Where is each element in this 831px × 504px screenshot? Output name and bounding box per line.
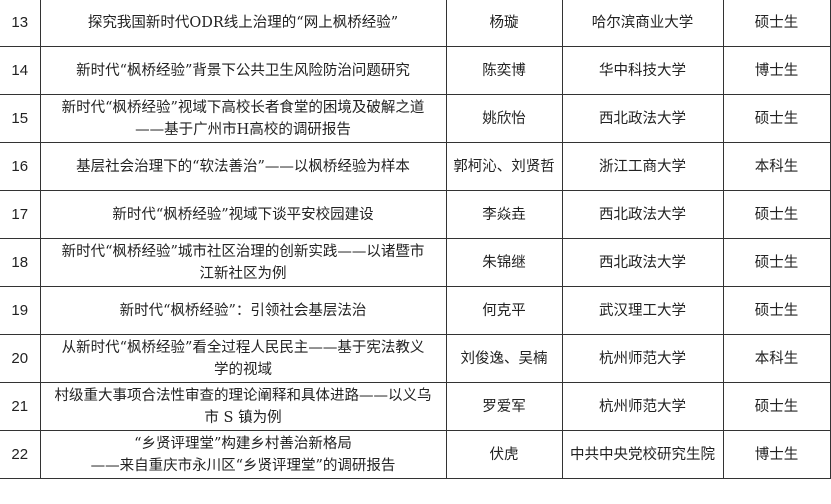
table-row: 20 从新时代“枫桥经验”看全过程人民民主——基于宪法教义 学的视域 刘俊逸、吴楠 杭州…: [0, 334, 831, 383]
row-number: 16: [0, 142, 41, 191]
school-name: 华中科技大学: [561, 46, 724, 95]
degree-level: 硕士生: [722, 238, 831, 287]
paper-title-line: 从新时代“枫桥经验”看全过程人民民主——基于宪法教义: [61, 339, 425, 356]
paper-title: 从新时代“枫桥经验”看全过程人民民主——基于宪法教义 学的视域: [39, 334, 447, 383]
author-name: 陈奕博: [445, 46, 563, 95]
paper-title-line: 新时代“枫桥经验”视域下高校长者食堂的困境及破解之道: [61, 99, 425, 116]
author-name: 伏虎: [445, 430, 563, 479]
degree-level: 硕士生: [722, 382, 831, 431]
school-name: 武汉理工大学: [561, 286, 724, 335]
school-name: 中共中央党校研究生院: [561, 430, 724, 479]
row-number: 14: [0, 46, 41, 95]
paper-title: 新时代“枫桥经验”视域下高校长者食堂的困境及破解之道 ——基于广州市H高校的调研报…: [39, 94, 447, 143]
paper-title: 探究我国新时代ODR线上治理的“网上枫桥经验”: [39, 0, 447, 47]
table-row: 17 新时代“枫桥经验”视域下谈平安校园建设 李焱垚 西北政法大学 硕士生: [0, 190, 831, 239]
paper-title-line: 新时代“枫桥经验”：引领社会基层法治: [119, 302, 367, 319]
paper-title-line: 新时代“枫桥经验”背景下公共卫生风险防治问题研究: [76, 62, 410, 79]
table-row: 13 探究我国新时代ODR线上治理的“网上枫桥经验” 杨璇 哈尔滨商业大学 硕士生: [0, 0, 831, 47]
paper-title-line: 新时代“枫桥经验”视域下谈平安校园建设: [112, 206, 374, 223]
table-row: 14 新时代“枫桥经验”背景下公共卫生风险防治问题研究 陈奕博 华中科技大学 博士生: [0, 46, 831, 95]
row-number: 17: [0, 190, 41, 239]
paper-title: 村级重大事项合法性审查的理论阐释和具体进路——以义乌市 S 镇为例: [39, 382, 447, 431]
degree-level: 博士生: [722, 430, 831, 479]
paper-title-line: 探究我国新时代ODR线上治理的“网上枫桥经验”: [87, 14, 399, 31]
author-name: 朱锦继: [445, 238, 563, 287]
paper-title-line: ——来自重庆市永川区“乡贤评理堂”的调研报告: [90, 457, 396, 474]
degree-level: 硕士生: [722, 190, 831, 239]
row-number: 20: [0, 334, 41, 383]
paper-title-line: 江新社区为例: [199, 265, 287, 282]
table-row: 18 新时代“枫桥经验”城市社区治理的创新实践——以诸暨市 江新社区为例 朱锦继 西北政…: [0, 238, 831, 287]
school-name: 西北政法大学: [561, 190, 724, 239]
author-name: 罗爱军: [445, 382, 563, 431]
degree-level: 本科生: [722, 334, 831, 383]
degree-level: 博士生: [722, 46, 831, 95]
paper-title: 基层社会治理下的“软法善治”——以枫桥经验为样本: [39, 142, 447, 191]
award-table: 13 探究我国新时代ODR线上治理的“网上枫桥经验” 杨璇 哈尔滨商业大学 硕士生 14 新…: [0, 0, 831, 479]
table-row: 22 “乡贤评理堂”构建乡村善治新格局 ——来自重庆市永川区“乡贤评理堂”的调研报告…: [0, 430, 831, 479]
school-name: 哈尔滨商业大学: [561, 0, 724, 47]
degree-level: 本科生: [722, 142, 831, 191]
paper-title: 新时代“枫桥经验”视域下谈平安校园建设: [39, 190, 447, 239]
school-name: 杭州师范大学: [561, 334, 724, 383]
row-number: 19: [0, 286, 41, 335]
author-name: 杨璇: [445, 0, 563, 47]
author-name: 刘俊逸、吴楠: [445, 334, 563, 383]
paper-title: “乡贤评理堂”构建乡村善治新格局 ——来自重庆市永川区“乡贤评理堂”的调研报告: [39, 430, 447, 479]
school-name: 西北政法大学: [561, 238, 724, 287]
row-number: 22: [0, 430, 41, 479]
author-name: 郭柯沁、刘贤哲: [445, 142, 563, 191]
paper-title: 新时代“枫桥经验”城市社区治理的创新实践——以诸暨市 江新社区为例: [39, 238, 447, 287]
paper-title-line: 村级重大事项合法性审查的理论阐释和具体进路——以义乌: [54, 387, 432, 404]
paper-title-line: 新时代“枫桥经验”城市社区治理的创新实践——以诸暨市: [61, 243, 425, 260]
row-number: 15: [0, 94, 41, 143]
paper-title-line: 基层社会治理下的“软法善治”——以枫桥经验为样本: [76, 158, 410, 175]
paper-title-line: “乡贤评理堂”构建乡村善治新格局: [134, 435, 352, 452]
degree-level: 硕士生: [722, 0, 831, 47]
paper-title-line: 学的视域: [214, 361, 272, 378]
author-name: 姚欣怡: [445, 94, 563, 143]
school-name: 浙江工商大学: [561, 142, 724, 191]
paper-title: 新时代“枫桥经验”：引领社会基层法治: [39, 286, 447, 335]
author-name: 李焱垚: [445, 190, 563, 239]
table-row: 19 新时代“枫桥经验”：引领社会基层法治 何克平 武汉理工大学 硕士生: [0, 286, 831, 335]
author-name: 何克平: [445, 286, 563, 335]
row-number: 18: [0, 238, 41, 287]
row-number: 21: [0, 382, 41, 431]
row-number: 13: [0, 0, 41, 47]
paper-title: 新时代“枫桥经验”背景下公共卫生风险防治问题研究: [39, 46, 447, 95]
degree-level: 硕士生: [722, 94, 831, 143]
degree-level: 硕士生: [722, 286, 831, 335]
table-row: 16 基层社会治理下的“软法善治”——以枫桥经验为样本 郭柯沁、刘贤哲 浙江工商大学本…: [0, 142, 831, 191]
table-row: 21 村级重大事项合法性审查的理论阐释和具体进路——以义乌市 S 镇为例 罗爱军 杭州…: [0, 382, 831, 431]
paper-title-line: ——基于广州市H高校的调研报告: [135, 121, 351, 138]
school-name: 杭州师范大学: [561, 382, 724, 431]
school-name: 西北政法大学: [561, 94, 724, 143]
paper-title-line: 市 S 镇为例: [204, 409, 282, 426]
table-row: 15 新时代“枫桥经验”视域下高校长者食堂的困境及破解之道 ——基于广州市H高校的调…: [0, 94, 831, 143]
